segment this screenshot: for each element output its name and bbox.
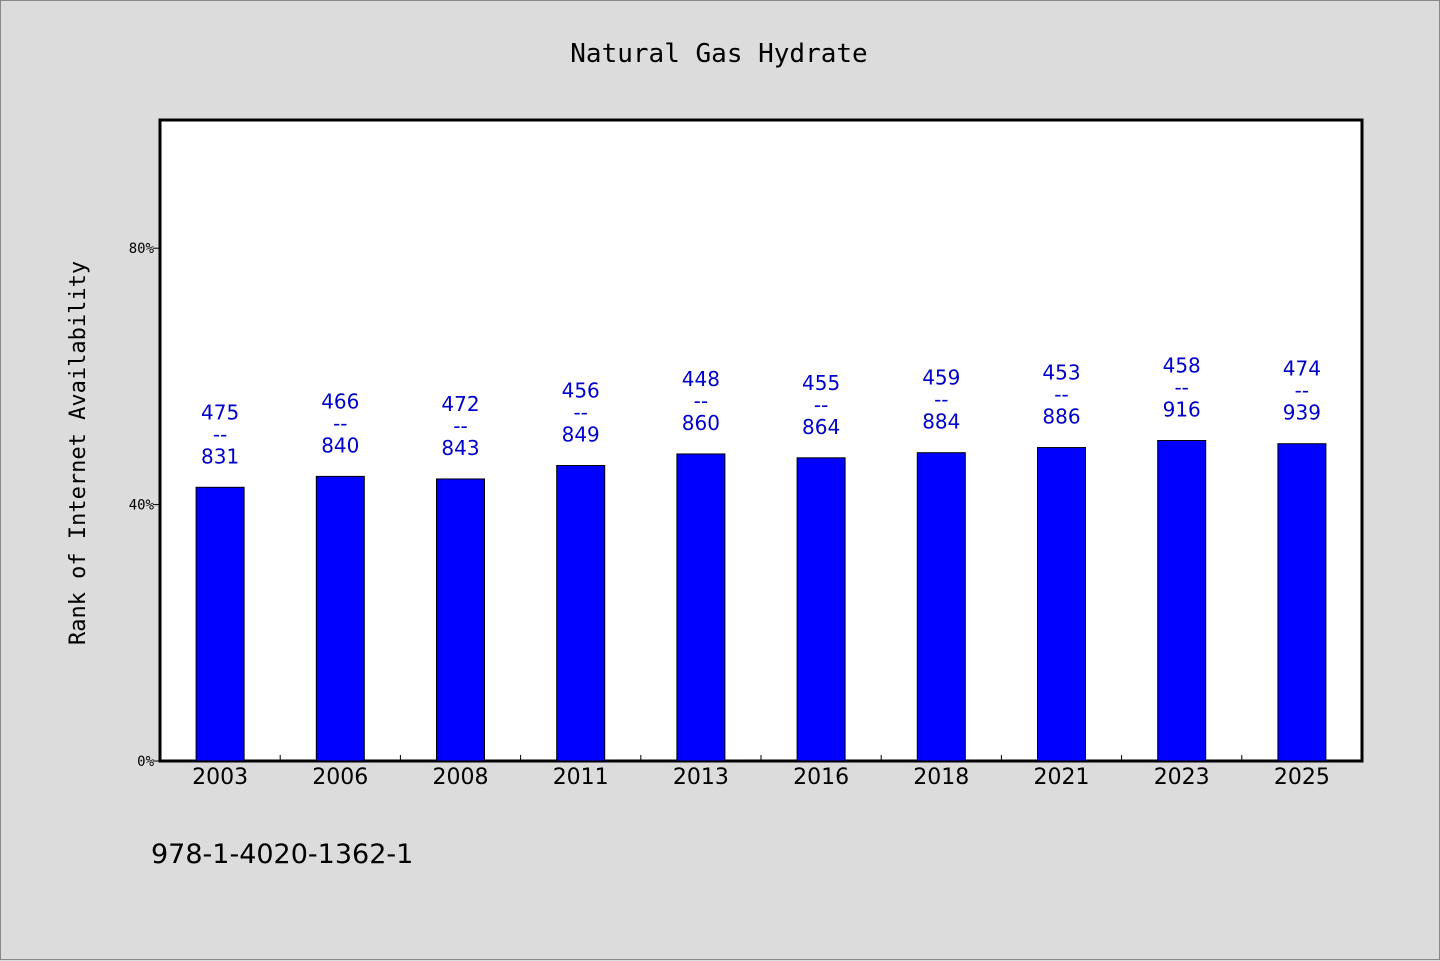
x-axis: 2003 2006 2008 2011 2013 2016 2018 2021 2023 2025 bbox=[192, 755, 1330, 790]
bar-data-label: 843 bbox=[441, 436, 479, 460]
bar-2023 bbox=[1157, 440, 1207, 762]
x-tick-label: 2018 bbox=[913, 765, 969, 790]
x-tick-label: 2023 bbox=[1154, 765, 1210, 790]
bar-data-label: 884 bbox=[922, 410, 960, 434]
bar-data-label: 472 bbox=[441, 392, 479, 416]
x-tick-label: 2011 bbox=[553, 765, 609, 790]
x-tick-label: 2021 bbox=[1034, 765, 1090, 790]
footer-code: 978-1-4020-1362-1 bbox=[151, 839, 413, 870]
y-axis: 0% 40% 80% bbox=[129, 241, 160, 770]
x-tick-label: 2025 bbox=[1274, 765, 1330, 790]
y-tick-label: 0% bbox=[137, 754, 154, 770]
y-tick-label: 40% bbox=[129, 498, 155, 514]
bar-data-label: 448 bbox=[682, 367, 720, 391]
bar-data-label: 939 bbox=[1283, 401, 1321, 425]
x-tick-label: 2016 bbox=[793, 765, 849, 790]
y-axis-label: Rank of Internet Availability bbox=[66, 261, 91, 645]
bar-2013 bbox=[676, 453, 726, 762]
bar-data-label: -- bbox=[1174, 376, 1188, 400]
bar-2021 bbox=[1037, 447, 1086, 762]
x-tick-label: 2013 bbox=[673, 765, 729, 790]
bar-data-label: -- bbox=[333, 411, 347, 435]
bar-data-label: 475 bbox=[201, 400, 239, 424]
bar-data-label: 849 bbox=[562, 422, 600, 446]
x-tick-label: 2006 bbox=[312, 765, 368, 790]
bar-data-label: -- bbox=[1295, 379, 1309, 403]
bar-data-label: -- bbox=[573, 400, 587, 424]
bar-data-label: 459 bbox=[922, 366, 960, 390]
bar-2018 bbox=[916, 452, 966, 762]
bar-2008 bbox=[436, 478, 485, 762]
bar-2025 bbox=[1277, 443, 1327, 762]
bar-data-label: 456 bbox=[562, 378, 600, 402]
bar-data-label: 840 bbox=[321, 433, 359, 457]
bar-data-label: 864 bbox=[802, 415, 840, 439]
bar-2003 bbox=[195, 486, 245, 762]
bar-2006 bbox=[315, 475, 365, 762]
chart-title: Natural Gas Hydrate bbox=[570, 39, 867, 69]
bar-data-label: 458 bbox=[1163, 354, 1201, 378]
bar-data-label: 453 bbox=[1042, 361, 1080, 385]
bar-data-label: -- bbox=[1054, 383, 1068, 407]
bar-data-label: -- bbox=[453, 414, 467, 438]
bar-data-label: 860 bbox=[682, 411, 720, 435]
bars bbox=[195, 440, 1327, 762]
bar-data-label: -- bbox=[694, 389, 708, 413]
bar-data-label: 886 bbox=[1042, 405, 1080, 429]
y-tick-label: 80% bbox=[129, 241, 155, 257]
bar-data-label: 474 bbox=[1283, 357, 1321, 381]
bar-data-label: 466 bbox=[321, 389, 359, 413]
bar-2016 bbox=[796, 457, 846, 762]
bar-data-label: -- bbox=[814, 393, 828, 417]
x-tick-label: 2008 bbox=[433, 765, 489, 790]
bar-2011 bbox=[556, 464, 606, 762]
bar-data-label: 455 bbox=[802, 371, 840, 395]
bar-data-label: -- bbox=[213, 422, 227, 446]
x-tick-label: 2003 bbox=[192, 765, 248, 790]
bar-data-label: -- bbox=[934, 388, 948, 412]
bar-data-label: 831 bbox=[201, 444, 239, 468]
bar-labels: 475--831466--840472--843456--849448--860… bbox=[201, 354, 1321, 469]
bar-data-label: 916 bbox=[1163, 398, 1201, 422]
